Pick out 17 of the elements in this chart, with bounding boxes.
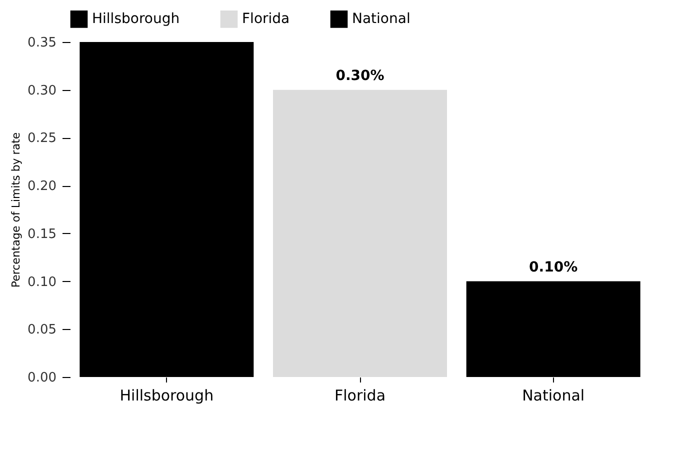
- x-tick-label: Hillsborough: [120, 386, 214, 404]
- text: 0.10: [28, 274, 56, 290]
- x-tick-label: Florida: [334, 386, 386, 404]
- text: 0.15: [28, 226, 56, 242]
- text: 0.05: [28, 322, 56, 338]
- x-tick-label: National: [522, 386, 585, 404]
- legend-label: Hillsborough: [92, 11, 180, 28]
- text: 0.30: [28, 83, 56, 98]
- legend-label: National: [352, 11, 410, 28]
- legend-label: Florida: [242, 11, 290, 28]
- text: 0.25: [28, 131, 56, 146]
- data-label: 0.30%: [336, 68, 384, 84]
- text: 0.20: [28, 179, 56, 194]
- data-label: 0.10%: [529, 259, 578, 276]
- text: 0.00: [28, 370, 56, 386]
- text: 0.35: [28, 36, 56, 50]
- y-axis-title: Percentage of Limits by rate: [10, 132, 23, 288]
